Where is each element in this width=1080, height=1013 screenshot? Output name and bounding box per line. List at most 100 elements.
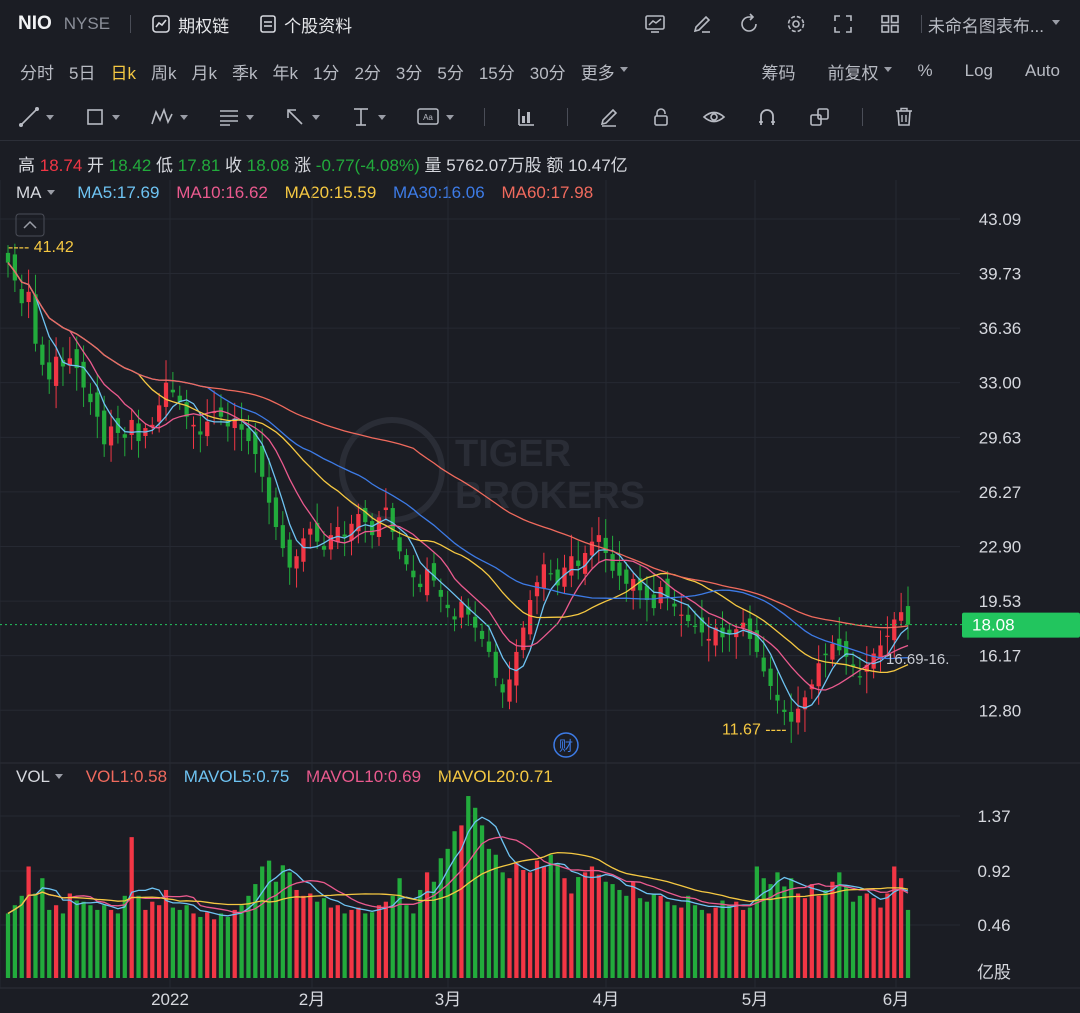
candle-body	[589, 541, 595, 556]
trend-line-tool[interactable]	[18, 106, 54, 128]
candle-body	[679, 614, 684, 616]
period-3min[interactable]: 3分	[395, 63, 423, 83]
volume-bar	[809, 884, 814, 978]
edit-icon[interactable]	[690, 12, 714, 36]
chevron-down-icon[interactable]	[55, 773, 64, 779]
candle-body	[686, 614, 691, 622]
period-2min[interactable]: 2分	[354, 63, 381, 83]
high-label: 高	[18, 156, 35, 175]
volume-bar	[424, 872, 430, 978]
period-more[interactable]: 更多	[580, 63, 615, 83]
adjust-select[interactable]: 前复权	[827, 63, 879, 83]
price-tick-label: 36.36	[979, 319, 1022, 338]
period-15min[interactable]: 15分	[478, 63, 515, 83]
candle-body	[816, 663, 821, 687]
fullscreen-icon[interactable]	[831, 12, 855, 36]
price-tick-label: 22.90	[979, 537, 1022, 556]
volume-bar	[335, 905, 340, 978]
text-note-icon: Aa	[417, 108, 439, 125]
magnet-tool[interactable]	[756, 106, 778, 128]
candle-body	[349, 523, 354, 541]
volume-bar	[191, 913, 196, 978]
pattern-tool[interactable]	[150, 106, 188, 128]
period-week-k[interactable]: 周k	[150, 63, 177, 83]
period-month-k[interactable]: 月k	[191, 63, 217, 83]
period-day-k[interactable]: 日k	[110, 63, 136, 83]
candle-body	[644, 585, 650, 601]
volume-bar	[795, 893, 801, 978]
bars-tool[interactable]	[515, 106, 537, 128]
candle-body	[610, 554, 615, 571]
layers-tool[interactable]	[808, 106, 832, 128]
period-5min[interactable]: 5分	[437, 63, 464, 83]
volume-bar	[301, 895, 306, 978]
chips-button[interactable]: 筹码	[761, 63, 796, 83]
pencil-tool[interactable]	[598, 106, 620, 128]
workspace-name[interactable]: 未命名图表布...	[927, 16, 1044, 36]
text-note-tool[interactable]: Aa	[416, 106, 454, 128]
volume-bar	[837, 872, 842, 978]
arrow-tool[interactable]	[284, 106, 320, 128]
delete-tool[interactable]	[893, 106, 915, 128]
period-5day[interactable]: 5日	[69, 63, 96, 83]
volume-bar	[376, 905, 382, 978]
volume-bar	[521, 870, 526, 978]
lock-icon	[654, 108, 668, 126]
refresh-icon[interactable]	[737, 12, 761, 36]
chevron-down-icon[interactable]	[1052, 20, 1060, 25]
period-year-k[interactable]: 年k	[272, 63, 298, 83]
volume-bar	[582, 872, 588, 978]
vol-legend[interactable]: VOL VOL1:0.58 MAVOL5:0.75 MAVOL10:0.69 M…	[16, 767, 553, 787]
lock-tool[interactable]	[650, 106, 672, 128]
period-1min-chart[interactable]: 分时	[20, 63, 54, 83]
candle-body	[184, 402, 189, 417]
volume-bar	[136, 895, 141, 978]
candle-body	[452, 616, 457, 620]
volume-bar	[713, 907, 718, 978]
price-tick-label: 43.09	[979, 210, 1022, 229]
grid-layout-icon[interactable]	[878, 12, 902, 36]
rectangle-tool[interactable]	[84, 106, 120, 128]
candle-body	[658, 587, 663, 604]
price-tick-label: 26.27	[979, 483, 1022, 502]
volume-bar	[679, 907, 684, 978]
ma-legend[interactable]: MA MA5:17.69 MA10:16.62 MA20:15.59 MA30:…	[16, 183, 593, 203]
chart-settings-icon[interactable]	[643, 12, 667, 36]
candle-body	[33, 294, 38, 344]
log-toggle[interactable]: Log	[964, 61, 994, 80]
period-30min[interactable]: 30分	[529, 63, 566, 83]
period-bar: 分时 5日 日k 周k 月k 季k 年k 1分 2分 3分 5分 15分 30分…	[0, 48, 1080, 94]
ma-indicator-label[interactable]: MA	[16, 183, 42, 202]
candle-body	[328, 535, 334, 550]
chevron-down-icon[interactable]	[46, 189, 55, 195]
gear-icon[interactable]	[784, 12, 808, 36]
fibonacci-tool[interactable]	[218, 106, 254, 128]
options-chain-button[interactable]: 期权链	[151, 12, 229, 37]
volume-bar	[129, 837, 134, 978]
candle-body	[397, 537, 402, 552]
collapse-button[interactable]	[15, 213, 45, 237]
chevron-down-icon[interactable]	[619, 67, 628, 72]
volume-bar	[486, 848, 492, 978]
measure-tool[interactable]	[350, 106, 386, 128]
candle-body	[479, 630, 485, 639]
period-quarter-k[interactable]: 季k	[231, 63, 258, 83]
visibility-tool[interactable]	[702, 106, 726, 128]
volume-bar	[878, 907, 883, 978]
period-1min[interactable]: 1分	[312, 63, 340, 83]
volume-bar	[239, 905, 244, 978]
percent-toggle[interactable]: %	[917, 61, 933, 80]
price-tick-label: 16.17	[979, 647, 1022, 666]
chevron-down-icon[interactable]	[883, 67, 892, 72]
auto-toggle[interactable]: Auto	[1025, 61, 1060, 80]
volume-bar	[727, 905, 732, 978]
volume-bar	[555, 862, 560, 978]
volume-bar	[95, 909, 100, 978]
vol-indicator-label[interactable]: VOL	[16, 767, 51, 786]
volume-bar	[157, 905, 162, 978]
stock-profile-button[interactable]: 个股资料	[259, 12, 352, 37]
candle-body	[218, 407, 224, 417]
volume-bar	[720, 900, 725, 978]
volume-bar	[328, 907, 334, 978]
